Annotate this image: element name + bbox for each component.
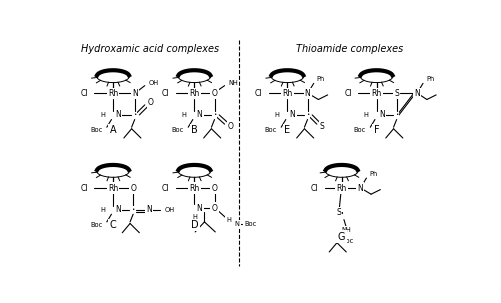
Text: F: F (374, 125, 379, 135)
Text: N: N (132, 89, 138, 98)
Text: O: O (211, 89, 217, 98)
Text: OH: OH (149, 80, 159, 86)
Text: Cl: Cl (255, 89, 263, 98)
Text: Boc: Boc (171, 127, 183, 133)
Text: H: H (100, 112, 105, 118)
Text: O: O (130, 184, 136, 192)
Text: N: N (357, 184, 363, 192)
Text: O: O (211, 184, 217, 192)
Text: Thioamide complexes: Thioamide complexes (296, 44, 403, 54)
Text: G: G (338, 231, 345, 241)
Text: •: • (213, 112, 216, 117)
Text: Rh: Rh (108, 184, 118, 192)
Text: Cl: Cl (344, 89, 352, 98)
Text: B: B (191, 125, 198, 135)
Text: Cl: Cl (311, 184, 318, 192)
Text: H: H (182, 112, 187, 118)
Text: •: • (131, 207, 135, 212)
Text: N: N (115, 205, 121, 214)
Text: Rh: Rh (189, 89, 199, 98)
Text: N: N (197, 110, 202, 119)
Text: E: E (284, 125, 291, 135)
Text: H: H (192, 214, 197, 220)
Text: NH: NH (228, 80, 238, 86)
Text: S: S (336, 208, 341, 217)
Text: C: C (110, 220, 116, 230)
Text: Rh: Rh (371, 89, 382, 98)
Text: N: N (305, 89, 311, 98)
Text: H: H (100, 207, 105, 213)
Text: •: • (395, 112, 398, 117)
Text: Cl: Cl (162, 184, 169, 192)
Text: •: • (133, 112, 136, 117)
Text: Rh: Rh (282, 89, 293, 98)
Text: Rh: Rh (189, 184, 199, 192)
Text: H: H (226, 217, 231, 223)
Text: Boc: Boc (264, 127, 277, 133)
Text: N: N (414, 89, 420, 98)
Text: H: H (364, 112, 369, 118)
Text: N: N (115, 110, 121, 119)
Text: Hydroxamic acid complexes: Hydroxamic acid complexes (81, 44, 219, 54)
Text: Ph: Ph (426, 76, 434, 82)
Text: Cl: Cl (81, 89, 88, 98)
Text: D: D (190, 220, 198, 230)
Text: Boc: Boc (244, 221, 256, 227)
Text: N: N (197, 204, 202, 213)
Text: Ph: Ph (370, 171, 378, 177)
Text: •: • (306, 112, 309, 117)
Text: H: H (275, 112, 280, 118)
Text: O: O (211, 204, 217, 213)
Text: N: N (290, 110, 296, 119)
Text: Boc: Boc (90, 127, 102, 133)
Text: Boc: Boc (90, 222, 102, 228)
Text: Cl: Cl (81, 184, 88, 192)
Text: Boc: Boc (342, 238, 354, 244)
Text: S: S (320, 122, 325, 131)
Text: S: S (394, 89, 399, 98)
Text: O: O (148, 98, 154, 107)
Text: Rh: Rh (108, 89, 118, 98)
Text: OH: OH (164, 207, 174, 213)
Text: Rh: Rh (337, 184, 347, 192)
Text: N: N (234, 221, 239, 227)
Text: Cl: Cl (162, 89, 169, 98)
Text: NH: NH (341, 227, 351, 233)
Text: N: N (379, 110, 385, 119)
Text: Ph: Ph (317, 76, 325, 82)
Text: O: O (227, 122, 233, 131)
Text: Boc: Boc (353, 127, 366, 133)
Text: N: N (146, 205, 151, 214)
Text: A: A (110, 125, 116, 135)
